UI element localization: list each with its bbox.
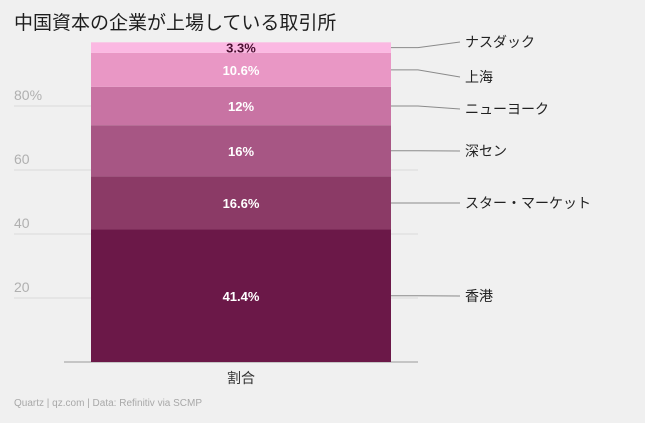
chart-text: 20 40 60 80% 41.4% 16.6% 16% 12% 10.6% 3.3% 香港 スター・… — [14, 35, 591, 387]
legend-label: スター・マーケット — [465, 196, 591, 212]
data-label: 16% — [228, 144, 254, 159]
bar-segment — [91, 86, 391, 126]
legend-label: 香港 — [465, 289, 493, 305]
legend-label: 上海 — [465, 70, 493, 86]
x-category-label: 割合 — [227, 370, 255, 387]
legend-label: ナスダック — [465, 35, 535, 51]
bar-segment — [91, 229, 391, 362]
legend-leader — [391, 69, 461, 78]
data-label: 10.6% — [223, 63, 260, 78]
y-tick-label: 20 — [14, 279, 30, 295]
chart-title: 中国資本の企業が上場している取引所 — [14, 12, 337, 34]
bar-segment — [91, 125, 391, 177]
stacked-bar-chart: 20 40 60 80% 41.4% 16.6% 16% 12% 10.6% 3.3% 香港 スター・… — [14, 35, 591, 387]
y-tick-label: 40 — [14, 215, 30, 231]
data-label: 12% — [228, 99, 254, 114]
legend-label: ニューヨーク — [465, 102, 549, 118]
bar-segments — [91, 42, 391, 362]
legend-leader — [391, 105, 461, 110]
data-label: 3.3% — [226, 41, 256, 56]
bar-segment — [91, 52, 391, 87]
legend-leader — [391, 41, 461, 49]
y-tick-label: 60 — [14, 151, 30, 167]
data-label: 16.6% — [223, 196, 260, 211]
bar-segment — [91, 176, 391, 230]
bar-segment — [91, 42, 391, 53]
legend-leaders — [391, 41, 461, 297]
legend-label: 深セン — [465, 144, 507, 160]
source-footer: Quartz | qz.com | Data: Refinitiv via SC… — [14, 398, 203, 409]
data-label: 41.4% — [223, 289, 260, 304]
y-tick-label: 80% — [14, 87, 42, 103]
